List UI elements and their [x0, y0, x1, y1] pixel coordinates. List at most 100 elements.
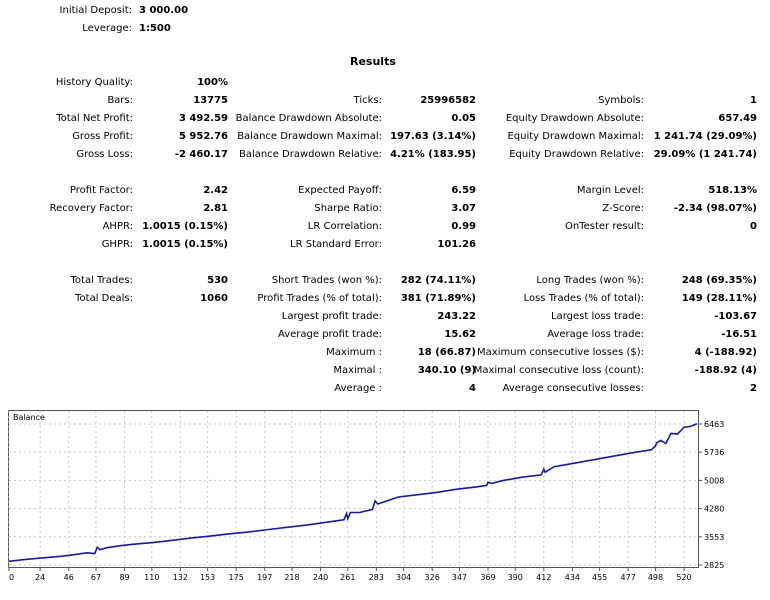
- result-label: Long Trades (won %):: [536, 275, 644, 286]
- x-tick-label: 67: [91, 573, 101, 582]
- result-label: Loss Trades (% of total):: [523, 293, 644, 304]
- result-label: Largest loss trade:: [551, 311, 644, 322]
- result-label: GHPR:: [101, 239, 133, 250]
- result-label: AHPR:: [102, 221, 133, 232]
- result-label: Largest profit trade:: [281, 311, 382, 322]
- x-tick-label: 0: [9, 573, 14, 582]
- result-value: 381 (71.89%): [400, 293, 476, 304]
- result-value: 518.13%: [708, 185, 757, 196]
- result-value: 1.0015 (0.15%): [142, 221, 228, 232]
- result-value: -188.92 (4): [694, 365, 757, 376]
- x-tick-label: 434: [565, 573, 580, 582]
- y-tick-label: 3553: [704, 533, 724, 542]
- result-value: -2.34 (98.07%): [673, 203, 757, 214]
- result-label: Balance Drawdown Relative:: [238, 149, 382, 160]
- result-label: Sharpe Ratio:: [314, 203, 382, 214]
- result-label: Maximal consecutive loss (count):: [473, 365, 644, 376]
- result-value: 4.21% (183.95): [390, 149, 476, 160]
- result-value: -2 460.17: [174, 149, 228, 160]
- y-tick-label: 5008: [704, 476, 724, 485]
- result-value: 2.81: [203, 203, 228, 214]
- result-value: 243.22: [437, 311, 476, 322]
- result-value: 101.26: [437, 239, 476, 250]
- chart-title: Balance: [13, 413, 45, 422]
- chart-plot-frame: [8, 410, 699, 568]
- initial-deposit-value: 3 000.00: [139, 5, 189, 16]
- initial-deposit-label: Initial Deposit:: [59, 5, 132, 16]
- result-value: 3.07: [451, 203, 476, 214]
- x-tick-label: 218: [284, 573, 299, 582]
- result-value: 340.10 (9): [417, 365, 476, 376]
- result-label: Balance Drawdown Absolute:: [235, 113, 382, 124]
- x-tick-label: 110: [144, 573, 159, 582]
- result-value: -16.51: [721, 329, 757, 340]
- result-value: 2: [750, 383, 757, 394]
- result-label: Gross Loss:: [76, 149, 133, 160]
- result-value: 13775: [193, 95, 228, 106]
- result-value: 4: [469, 383, 476, 394]
- result-label: Symbols:: [598, 95, 644, 106]
- x-tick-label: 477: [621, 573, 636, 582]
- result-label: Expected Payoff:: [298, 185, 382, 196]
- x-axis-ticks: 0 24 46 67 89 110 132 153 175 197 218 240 261 283 304 3…: [8, 567, 692, 582]
- result-value: 18 (66.87): [417, 347, 476, 358]
- x-tick-label: 304: [396, 573, 411, 582]
- result-label: Maximum :: [326, 347, 382, 358]
- leverage-value: 1:500: [139, 23, 171, 34]
- result-label: Equity Drawdown Relative:: [509, 149, 644, 160]
- history-quality-label: History Quality:: [55, 77, 133, 88]
- result-label: Ticks:: [353, 95, 382, 106]
- result-value: 4 (-188.92): [694, 347, 757, 358]
- result-label: LR Correlation:: [307, 221, 382, 232]
- result-value: 197.63 (3.14%): [390, 131, 476, 142]
- result-value: 530: [207, 275, 228, 286]
- result-label: Average loss trade:: [547, 329, 644, 340]
- result-label: Maximum consecutive losses ($):: [477, 347, 644, 358]
- chart-grid: [8, 411, 698, 567]
- balance-chart: Balance 0 24 46 67 89 110 132 153 175 197 218 240 26…: [8, 410, 724, 582]
- result-label: LR Standard Error:: [290, 239, 382, 250]
- result-label: Profit Trades (% of total):: [257, 293, 382, 304]
- result-label: Equity Drawdown Maximal:: [507, 131, 644, 142]
- result-label: Short Trades (won %):: [271, 275, 382, 286]
- x-tick-label: 283: [369, 573, 384, 582]
- result-value: 3 492.59: [178, 113, 228, 124]
- x-tick-label: 347: [452, 573, 467, 582]
- result-value: 6.59: [451, 185, 476, 196]
- result-label: Maximal :: [333, 365, 382, 376]
- result-label: Average consecutive losses:: [502, 383, 644, 394]
- result-value: 282 (74.11%): [400, 275, 476, 286]
- result-value: -103.67: [714, 311, 757, 322]
- result-value: 149 (28.11%): [681, 293, 757, 304]
- result-label: Total Net Profit:: [56, 113, 133, 124]
- x-tick-label: 197: [257, 573, 272, 582]
- result-value: 1060: [200, 293, 228, 304]
- result-label: Average profit trade:: [277, 329, 382, 340]
- result-value: 5 952.76: [178, 131, 228, 142]
- y-tick-label: 2825: [704, 561, 724, 570]
- result-value: 15.62: [444, 329, 476, 340]
- result-value: 0: [750, 221, 757, 232]
- result-value: 1: [750, 95, 757, 106]
- x-tick-label: 261: [340, 573, 355, 582]
- result-label: Margin Level:: [576, 185, 644, 196]
- result-label: Total Deals:: [75, 293, 133, 304]
- x-tick-label: 24: [35, 573, 45, 582]
- y-tick-label: 6463: [704, 420, 724, 429]
- x-tick-label: 240: [313, 573, 328, 582]
- result-label: OnTester result:: [564, 221, 644, 232]
- result-value: 1.0015 (0.15%): [142, 239, 228, 250]
- result-label: Total Trades:: [70, 275, 134, 286]
- x-tick-label: 412: [536, 573, 551, 582]
- result-value: 0.99: [451, 221, 476, 232]
- result-label: Recovery Factor:: [49, 203, 133, 214]
- result-value: 248 (69.35%): [681, 275, 757, 286]
- result-value: 657.49: [718, 113, 757, 124]
- x-tick-label: 369: [480, 573, 495, 582]
- x-tick-label: 326: [425, 573, 440, 582]
- result-label: Profit Factor:: [69, 185, 133, 196]
- y-axis-ticks: 2825 3553 4280 5008 5736 6463: [698, 420, 724, 570]
- x-tick-label: 498: [648, 573, 663, 582]
- result-label: Z-Score:: [602, 203, 644, 214]
- result-label: Bars:: [107, 95, 133, 106]
